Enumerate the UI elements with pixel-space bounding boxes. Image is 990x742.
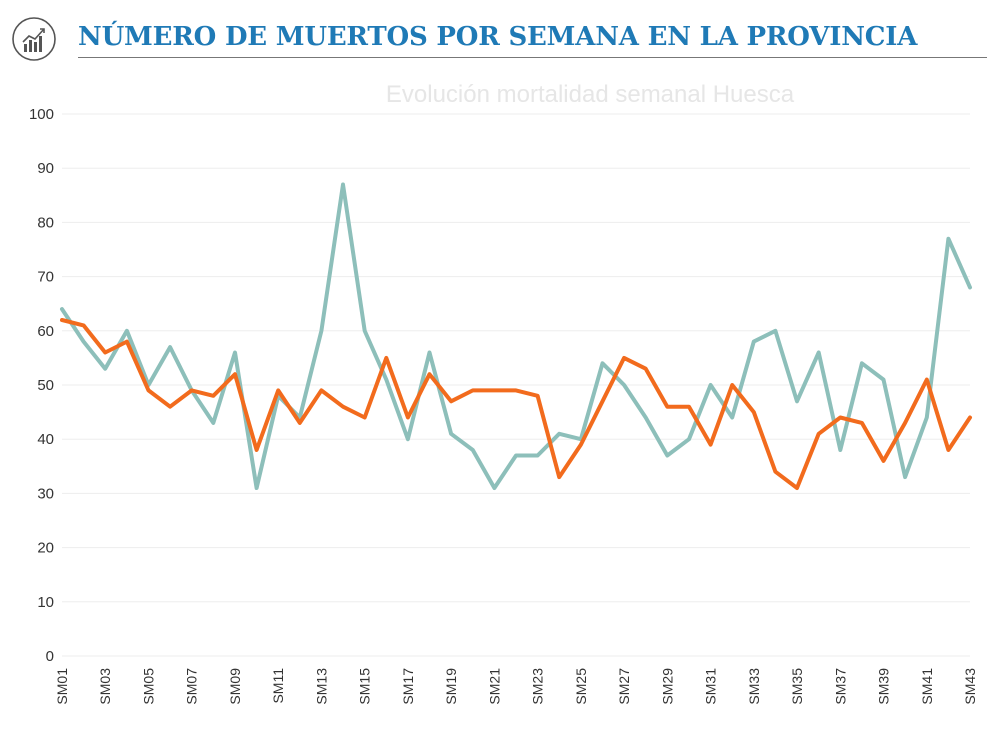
x-tick-label: SM21: [486, 668, 502, 705]
y-tick-label: 30: [37, 485, 54, 502]
line-chart: Evolución mortalidad semanal Huesca 0 10 2…: [29, 81, 978, 742]
y-tick-label: 60: [37, 323, 54, 340]
series-line-2020: [60, 182, 972, 490]
x-tick-label: SM29: [659, 668, 675, 705]
bar-chart-trend-icon: [12, 17, 56, 61]
x-axis: SM01 SM03 SM05 SM07 SM09 SM11 SM13 SM15 SM17 SM19…: [54, 668, 978, 705]
chart-ghost-title: Evolución mortalidad semanal Huesca: [386, 81, 795, 108]
y-tick-label: 0: [46, 648, 54, 665]
x-tick-label: SM13: [313, 668, 329, 705]
x-tick-label: SM27: [616, 668, 632, 705]
y-tick-label: 70: [37, 269, 54, 286]
x-tick-label: SM41: [919, 668, 935, 705]
x-tick-label: SM33: [746, 668, 762, 705]
x-tick-label: SM31: [703, 668, 719, 705]
y-tick-label: 50: [37, 377, 54, 394]
x-tick-label: SM11: [270, 668, 286, 704]
x-tick-label: SM17: [400, 668, 416, 705]
y-tick-label: 20: [37, 540, 54, 557]
x-tick-label: SM05: [140, 668, 156, 705]
y-axis: 0 10 20 30 40 50 60 70 80 90 100: [29, 106, 54, 665]
legend-entry-2019: 2019: [931, 740, 969, 742]
y-tick-label: 100: [29, 106, 54, 123]
x-tick-label: SM03: [97, 668, 113, 705]
x-tick-label: SM19: [443, 668, 459, 705]
legend: 2020 2019: [781, 740, 969, 742]
grid-lines: [62, 113, 970, 657]
y-tick-label: 40: [37, 431, 54, 448]
x-tick-label: SM01: [54, 668, 70, 705]
x-tick-label: SM15: [357, 668, 373, 705]
page-title: NÚMERO DE MUERTOS POR SEMANA EN LA PROVI…: [78, 22, 918, 52]
x-tick-label: SM43: [962, 668, 978, 705]
series-line-2019: [60, 318, 972, 490]
x-tick-label: SM09: [227, 668, 243, 705]
header: NÚMERO DE MUERTOS POR SEMANA EN LA PROVI…: [0, 0, 990, 61]
legend-entry-2020: 2020: [781, 740, 819, 742]
y-tick-label: 90: [37, 160, 54, 177]
x-tick-label: SM35: [789, 668, 805, 705]
x-tick-label: SM23: [530, 668, 546, 705]
y-tick-label: 80: [37, 214, 54, 231]
title-divider: [78, 57, 987, 58]
y-tick-label: 10: [37, 594, 54, 611]
x-tick-label: SM39: [876, 668, 892, 705]
series-lines: [60, 182, 972, 490]
x-tick-label: SM37: [832, 668, 848, 705]
x-tick-label: SM25: [573, 668, 589, 705]
x-tick-label: SM07: [184, 668, 200, 705]
